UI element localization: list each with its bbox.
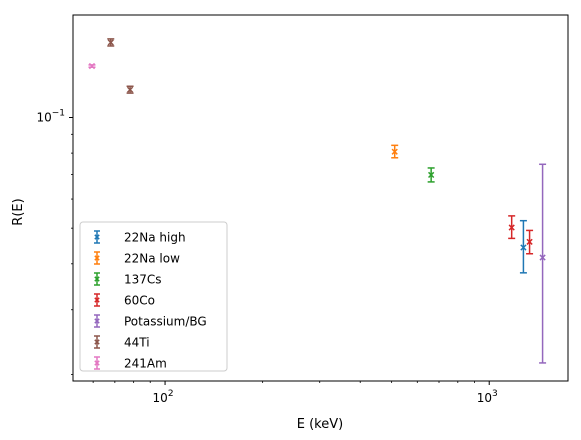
data-point-marker <box>520 244 527 251</box>
marker-stroke <box>94 360 100 366</box>
legend: 22Na high 22Na low 137Cs 60Co Potassium/BG 44… <box>79 221 228 372</box>
series-4 <box>539 163 547 364</box>
legend-swatch-marker <box>94 276 100 282</box>
data-point-marker <box>428 171 435 179</box>
legend-swatch-marker <box>94 339 100 345</box>
legend-item: 241Am <box>94 356 167 371</box>
marker-stroke <box>94 339 100 345</box>
legend-swatch-marker <box>94 234 100 240</box>
marker-stroke <box>520 244 527 251</box>
series-6 <box>88 62 96 70</box>
marker-stroke <box>94 297 100 303</box>
marker-stroke <box>107 39 114 46</box>
plot-frame <box>72 14 569 382</box>
legend-item: Potassium/BG <box>94 314 207 329</box>
data-point-marker <box>126 86 134 93</box>
marker-stroke <box>539 254 546 261</box>
marker-stroke <box>94 234 100 240</box>
legend-swatch-marker <box>94 360 100 366</box>
legend-swatch-marker <box>94 255 100 261</box>
series-3 <box>508 215 534 255</box>
data-point-marker <box>391 148 398 155</box>
series-5 <box>107 38 134 94</box>
marker-stroke <box>391 148 398 155</box>
legend-label: 241Am <box>124 357 167 371</box>
data-point-marker <box>107 39 114 46</box>
legend-label: 60Co <box>124 294 155 308</box>
series-0 <box>519 219 527 274</box>
legend-item: 137Cs <box>94 272 162 287</box>
data-point-marker <box>88 62 96 70</box>
legend-item: 60Co <box>94 293 155 308</box>
legend-label: 44Ti <box>124 336 150 350</box>
marker-stroke <box>508 224 515 231</box>
legend-swatch-marker <box>94 297 100 303</box>
data-point-marker <box>508 224 515 231</box>
legend-item: 22Na low <box>94 251 180 266</box>
legend-label: Potassium/BG <box>124 315 207 329</box>
legend-item: 44Ti <box>94 335 150 350</box>
data-marks <box>88 38 547 364</box>
data-point-marker <box>539 254 546 261</box>
legend-label: 22Na high <box>124 231 186 245</box>
x-axis-label: E (keV) <box>297 417 343 432</box>
marker-stroke <box>94 318 100 324</box>
marker-stroke <box>526 238 533 245</box>
series-2 <box>427 167 435 183</box>
legend-label: 22Na low <box>124 252 180 266</box>
marker-stroke <box>88 62 96 70</box>
marker-stroke <box>94 255 100 261</box>
legend-box <box>79 221 228 372</box>
marker-stroke <box>94 276 100 282</box>
data-point-marker <box>526 238 533 245</box>
marker-stroke <box>126 86 134 93</box>
y-axis-label: R(E) <box>11 198 26 225</box>
legend-swatch-marker <box>94 318 100 324</box>
series-1 <box>391 144 399 159</box>
legend-label: 137Cs <box>124 273 162 287</box>
marker-stroke <box>428 171 435 179</box>
legend-item: 22Na high <box>94 230 186 245</box>
